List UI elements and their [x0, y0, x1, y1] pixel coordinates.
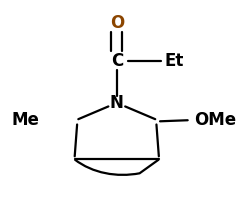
- Text: OMe: OMe: [194, 111, 236, 129]
- Text: C: C: [111, 52, 123, 70]
- Text: Me: Me: [12, 111, 40, 129]
- Text: Et: Et: [165, 52, 184, 70]
- Text: N: N: [110, 94, 124, 112]
- Text: O: O: [110, 14, 124, 32]
